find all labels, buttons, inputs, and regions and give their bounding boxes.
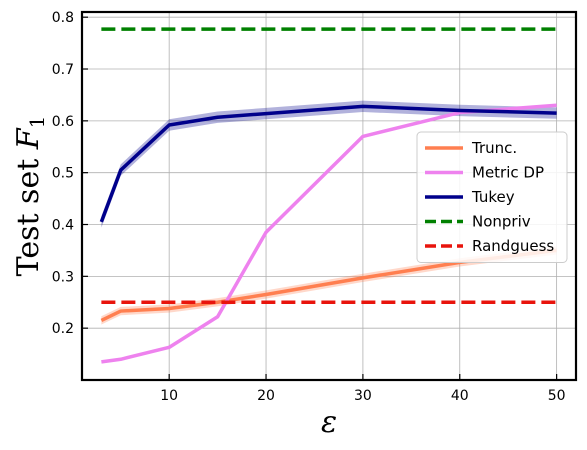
legend-label-tukey: Tukey — [471, 188, 515, 206]
legend-label-metric-dp: Metric DP — [472, 164, 544, 182]
legend-box — [416, 131, 568, 263]
x-tick-label: 40 — [451, 388, 469, 404]
y-tick-label: 0.5 — [52, 166, 74, 182]
y-axis-title: Test set F1 — [11, 116, 49, 277]
legend-label-trunc: Trunc. — [471, 139, 517, 157]
trunc-line — [100, 248, 557, 322]
y-tick-label: 0.3 — [52, 269, 74, 285]
tukey-line — [99, 104, 557, 223]
y-tick-label: 0.7 — [52, 62, 74, 78]
y-tick-label: 0.8 — [52, 10, 74, 26]
x-tick-label: 10 — [160, 388, 178, 404]
plot-frame — [80, 10, 578, 382]
legend: Trunc. Metric DP Tukey Nonpriv Randguess — [416, 131, 568, 263]
x-axis-title: ε — [321, 405, 337, 440]
series-lines — [99, 27, 557, 364]
y-tick-label: 0.4 — [52, 218, 74, 234]
y-tick-label: 0.6 — [52, 114, 74, 130]
y-axis-title-text: Test set — [11, 149, 46, 276]
legend-label-randguess: Randguess — [472, 237, 554, 255]
x-tick-label: 20 — [257, 388, 275, 404]
x-tick-label: 30 — [354, 388, 372, 404]
y-axis-title-var: F — [11, 127, 46, 150]
axis-ticks: 10 20 30 40 50 0.2 0.3 0.4 0.5 0.6 0.7 0.8 — [52, 10, 566, 404]
y-axis-title-sub: 1 — [25, 116, 49, 129]
metric-dp-line — [101, 103, 557, 364]
legend-label-nonpriv: Nonpriv — [472, 213, 531, 231]
x-tick-label: 50 — [548, 388, 566, 404]
y-tick-label: 0.2 — [52, 321, 74, 337]
